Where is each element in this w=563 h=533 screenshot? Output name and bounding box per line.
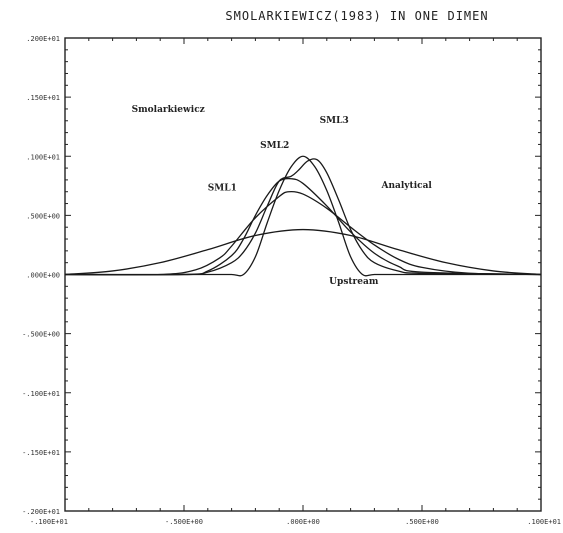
series-lines [64, 155, 542, 277]
series-line-upstream [64, 228, 542, 276]
annotation-label: SML2 [260, 141, 289, 151]
annotation-label: SML3 [320, 116, 349, 126]
x-tick-label: -.500E+00 [165, 518, 203, 526]
annotation-label: SML1 [208, 184, 237, 194]
y-tick-label: -.200E+01 [22, 508, 60, 516]
y-tick-label: .100E+01 [26, 153, 60, 161]
chart-title: SMOLARKIEWICZ(1983) IN ONE DIMEN [225, 9, 488, 23]
y-tick-label: -.150E+01 [22, 449, 60, 457]
x-tick-label: .100E+01 [527, 518, 561, 526]
y-tick-label: .500E+00 [26, 212, 60, 220]
y-tick-labels: .200E+01 .150E+01 .100E+01 .500E+00 .000E+00… [22, 35, 60, 516]
x-tick-labels: -.100E+01 -.500E+00 .000E+00 .500E+00 .100E+… [30, 518, 561, 526]
annotation-label: Smolarkiewicz [132, 105, 205, 115]
x-tick-label: .000E+00 [286, 518, 320, 526]
y-tick-label: .200E+01 [26, 35, 60, 43]
y-tick-label: .150E+01 [26, 94, 60, 102]
y-tick-label: -.500E+00 [22, 331, 60, 339]
y-tick-label: -.100E+01 [22, 390, 60, 398]
x-tick-label: .500E+00 [405, 518, 439, 526]
series-line-sml2 [64, 177, 542, 276]
annotation-label: Upstream [329, 277, 379, 287]
x-tick-label: -.100E+01 [30, 518, 68, 526]
annotation-labels: Smolarkiewicz SML3 SML2 SML1 Analytical Upstr… [132, 105, 433, 287]
y-tick-label: .000E+00 [26, 272, 60, 280]
series-line-sml1 [64, 190, 542, 276]
series-line-sml3 [64, 158, 542, 276]
annotation-label: Analytical [381, 181, 433, 191]
series-line-analytical [65, 155, 541, 277]
